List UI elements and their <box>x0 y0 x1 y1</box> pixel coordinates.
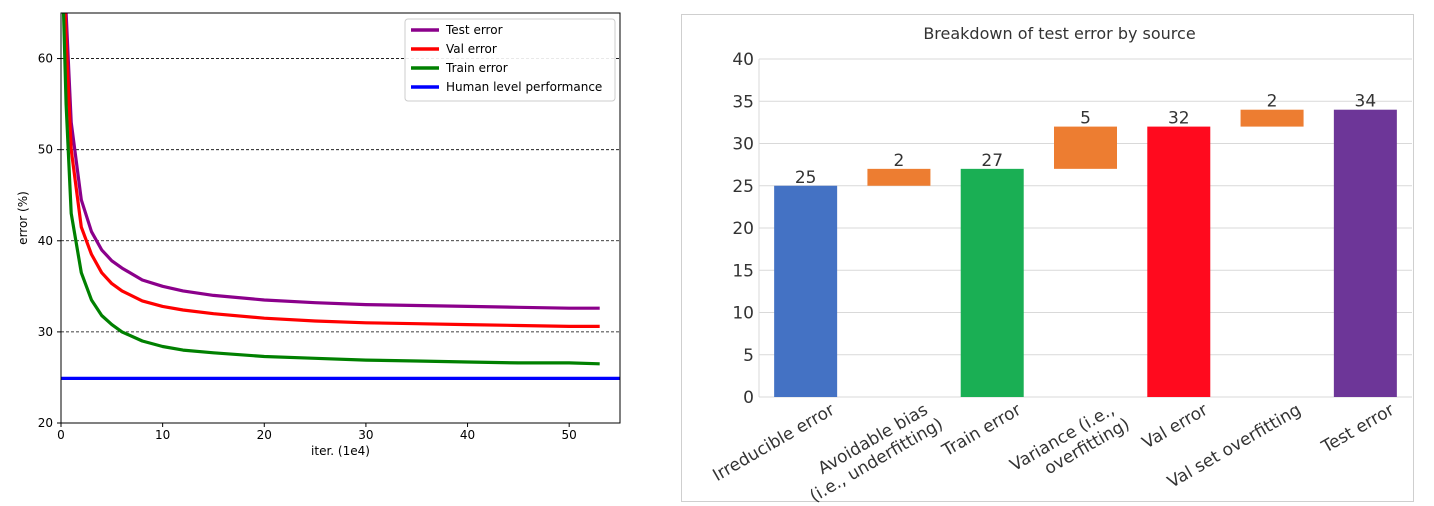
bar-1 <box>867 168 931 186</box>
category-label-line: Train error <box>938 400 1025 462</box>
y-tick-label: 10 <box>732 304 754 324</box>
y-tick-label: 30 <box>732 135 754 155</box>
bar-value-label: 34 <box>1355 92 1377 112</box>
category-label-line: Val error <box>1139 400 1211 453</box>
x-tick-label: 20 <box>257 428 272 442</box>
plot-frame <box>60 12 621 424</box>
learning-curve-chart: 0 10 20 30 40 50 20 30 40 50 60 iter. (1e4) error (%… <box>16 12 621 458</box>
bar-value-label: 2 <box>1267 92 1278 112</box>
y-tick-label: 60 <box>38 52 53 66</box>
series-group <box>61 13 620 380</box>
series-line-2 <box>61 13 600 366</box>
category-label: Train error <box>938 400 1025 462</box>
legend-label: Test error <box>445 23 503 37</box>
bar-value-label: 27 <box>981 151 1003 171</box>
x-tick-label: 40 <box>460 428 475 442</box>
legend-label: Human level performance <box>446 80 602 94</box>
category-label: Irreducible error <box>710 400 839 486</box>
y-tick-label: 20 <box>732 219 754 239</box>
y-axis-label: error (%) <box>16 191 30 245</box>
series-line-1 <box>63 13 600 328</box>
chart-title: Breakdown of test error by source <box>923 24 1195 43</box>
bar-5 <box>1240 109 1304 127</box>
error-breakdown-panel: Breakdown of test error by source 0 5 10 15 2… <box>681 14 1414 503</box>
bar-value-label: 32 <box>1168 109 1190 129</box>
category-label: Variance (i.e.,overfitting) <box>1007 397 1133 493</box>
y-tick-label: 20 <box>38 416 53 430</box>
bar-value-label: 5 <box>1080 109 1091 129</box>
y-tick-label: 25 <box>732 177 754 197</box>
bar-2 <box>960 168 1024 397</box>
legend: Test error Val error Train error Human leve… <box>404 18 616 102</box>
bar-6 <box>1333 109 1397 397</box>
x-tick-label: 30 <box>358 428 373 442</box>
legend-box <box>404 18 616 102</box>
bar-4 <box>1147 126 1211 397</box>
category-label-line: Test error <box>1318 400 1398 458</box>
x-tick-label: 50 <box>562 428 577 442</box>
y-tick-label: 15 <box>732 261 754 281</box>
category-label: Val error <box>1139 400 1211 453</box>
x-tick-label: 10 <box>155 428 170 442</box>
category-label: Test error <box>1318 400 1398 458</box>
error-breakdown-chart: Breakdown of test error by source 0 5 10 15 2… <box>710 24 1412 503</box>
y-tick-label: 35 <box>732 92 754 112</box>
y-tick-label: 30 <box>38 325 53 339</box>
bar-value-label: 25 <box>795 168 817 188</box>
y-tick-label: 0 <box>743 388 754 408</box>
series-line-0 <box>64 13 600 310</box>
category-label-line: Irreducible error <box>710 400 839 486</box>
bar-3 <box>1054 126 1117 169</box>
legend-label: Train error <box>445 61 508 75</box>
y-tick-label: 5 <box>743 346 754 366</box>
y-tick-label: 40 <box>38 234 53 248</box>
y-tick-label: 50 <box>38 143 53 157</box>
x-axis-label: iter. (1e4) <box>311 444 370 458</box>
bar-value-label: 2 <box>894 151 905 171</box>
bar-0 <box>774 185 838 397</box>
legend-label: Val error <box>446 42 497 56</box>
x-tick-label: 0 <box>57 428 65 442</box>
y-tick-label: 40 <box>732 50 754 70</box>
